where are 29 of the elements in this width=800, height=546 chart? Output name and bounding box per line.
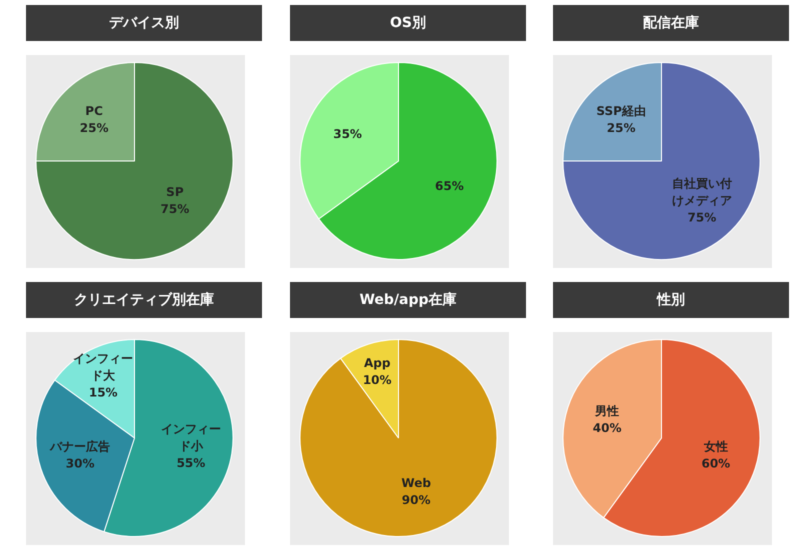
slice-label: インフィード小 (160, 422, 221, 454)
slice-label: 自社買い付けメディア (672, 176, 732, 208)
chart-title: デバイス別 (26, 5, 262, 41)
chart-title: Web/app在庫 (290, 282, 526, 318)
slice-label: バナー広告 (49, 439, 110, 454)
data-label: 35% (333, 127, 362, 142)
chart-title: 配信在庫 (553, 5, 789, 41)
slice-label: 女性 (702, 439, 728, 454)
chart-title: クリエイティブ別在庫 (26, 282, 262, 318)
data-label: 55% (176, 456, 206, 470)
slice-label: SSP経由 (596, 104, 646, 118)
data-label: 65% (435, 179, 464, 194)
data-label: 30% (66, 456, 95, 470)
slice-label: Web (401, 476, 432, 490)
data-label: 60% (701, 456, 730, 470)
chart-title: 性別 (553, 282, 789, 318)
data-label: 90% (402, 492, 431, 507)
data-label: 40% (592, 420, 622, 435)
slice-label: SP (166, 185, 184, 200)
data-label: 75% (160, 202, 190, 216)
slice-label: 男性 (594, 404, 620, 418)
slice-label: PC (85, 104, 104, 118)
data-label: 25% (80, 121, 108, 136)
data-label: 75% (688, 210, 716, 225)
chart-title: OS別 (290, 5, 526, 41)
data-label: 10% (362, 373, 392, 388)
data-label: 25% (606, 121, 636, 136)
data-label: 15% (88, 386, 118, 400)
slice-label: App (364, 356, 391, 370)
